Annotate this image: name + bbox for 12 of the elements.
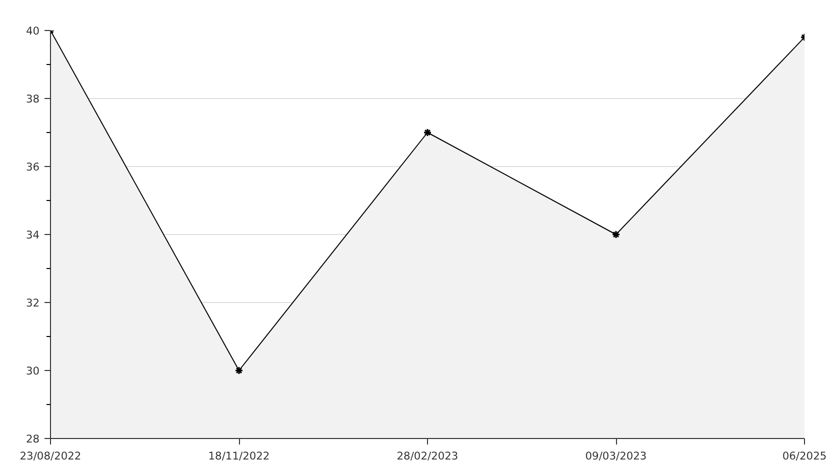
y-tick-label: 38 <box>26 92 40 106</box>
y-tick-label: 30 <box>26 364 40 378</box>
y-tick-label: 32 <box>26 296 40 310</box>
x-tick-label: 06/2025 <box>782 450 827 462</box>
x-tick-label: 28/02/2023 <box>396 450 458 462</box>
y-tick-label: 34 <box>26 228 40 242</box>
x-tick-label: 18/11/2022 <box>208 450 270 462</box>
y-tick-label: 28 <box>26 432 40 446</box>
y-tick-label: 40 <box>26 24 40 38</box>
y-tick-label: 36 <box>26 160 40 174</box>
x-tick-label: 09/03/2023 <box>585 450 647 462</box>
x-tick-label: 23/08/2022 <box>20 450 82 462</box>
